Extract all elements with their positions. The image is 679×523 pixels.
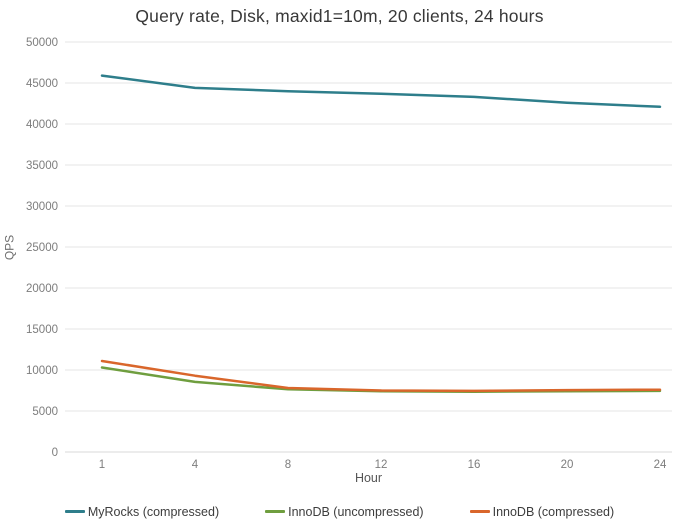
legend-item: InnoDB (uncompressed) — [265, 504, 424, 519]
x-tick-label: 8 — [285, 459, 291, 471]
x-axis-title: Hour — [354, 471, 383, 485]
y-tick-label: 45000 — [26, 78, 58, 90]
x-tick-label: 16 — [468, 459, 481, 471]
series-line-innodb-compressed — [100, 359, 662, 393]
legend-item: MyRocks (compressed) — [64, 504, 220, 519]
legend-label: InnoDB (uncompressed) — [288, 504, 424, 519]
x-tick-label: 20 — [561, 459, 574, 471]
y-tick-label: 50000 — [26, 37, 58, 49]
legend-line-swatch — [265, 510, 286, 513]
x-tick-label: 1 — [99, 459, 105, 471]
legend: MyRocks (compressed) InnoDB (uncompressed… — [0, 504, 679, 519]
x-tick-label: 4 — [192, 459, 199, 471]
y-tick-label: 40000 — [26, 119, 58, 131]
chart-title: Query rate, Disk, maxid1=10m, 20 clients… — [135, 6, 544, 26]
y-tick-label: 35000 — [26, 160, 58, 172]
legend-item: InnoDB (compressed) — [469, 504, 615, 519]
y-tick-label: 25000 — [26, 242, 58, 254]
y-tick-label: 20000 — [26, 283, 58, 295]
legend-line-swatch — [64, 510, 85, 513]
x-tick-label: 24 — [654, 459, 667, 471]
legend-label: MyRocks (compressed) — [87, 504, 220, 519]
series-line-myrocks-compressed — [100, 74, 662, 109]
series-line-innodb-uncompressed — [100, 366, 662, 393]
legend-line-swatch — [469, 510, 490, 513]
y-tick-label: 30000 — [26, 201, 58, 213]
y-tick-label: 15000 — [26, 324, 58, 336]
x-tick-label: 12 — [375, 459, 388, 471]
y-tick-label: 5000 — [32, 406, 58, 418]
y-tick-label: 0 — [52, 447, 58, 459]
y-tick-label: 10000 — [26, 365, 58, 377]
legend-label: InnoDB (compressed) — [492, 504, 615, 519]
